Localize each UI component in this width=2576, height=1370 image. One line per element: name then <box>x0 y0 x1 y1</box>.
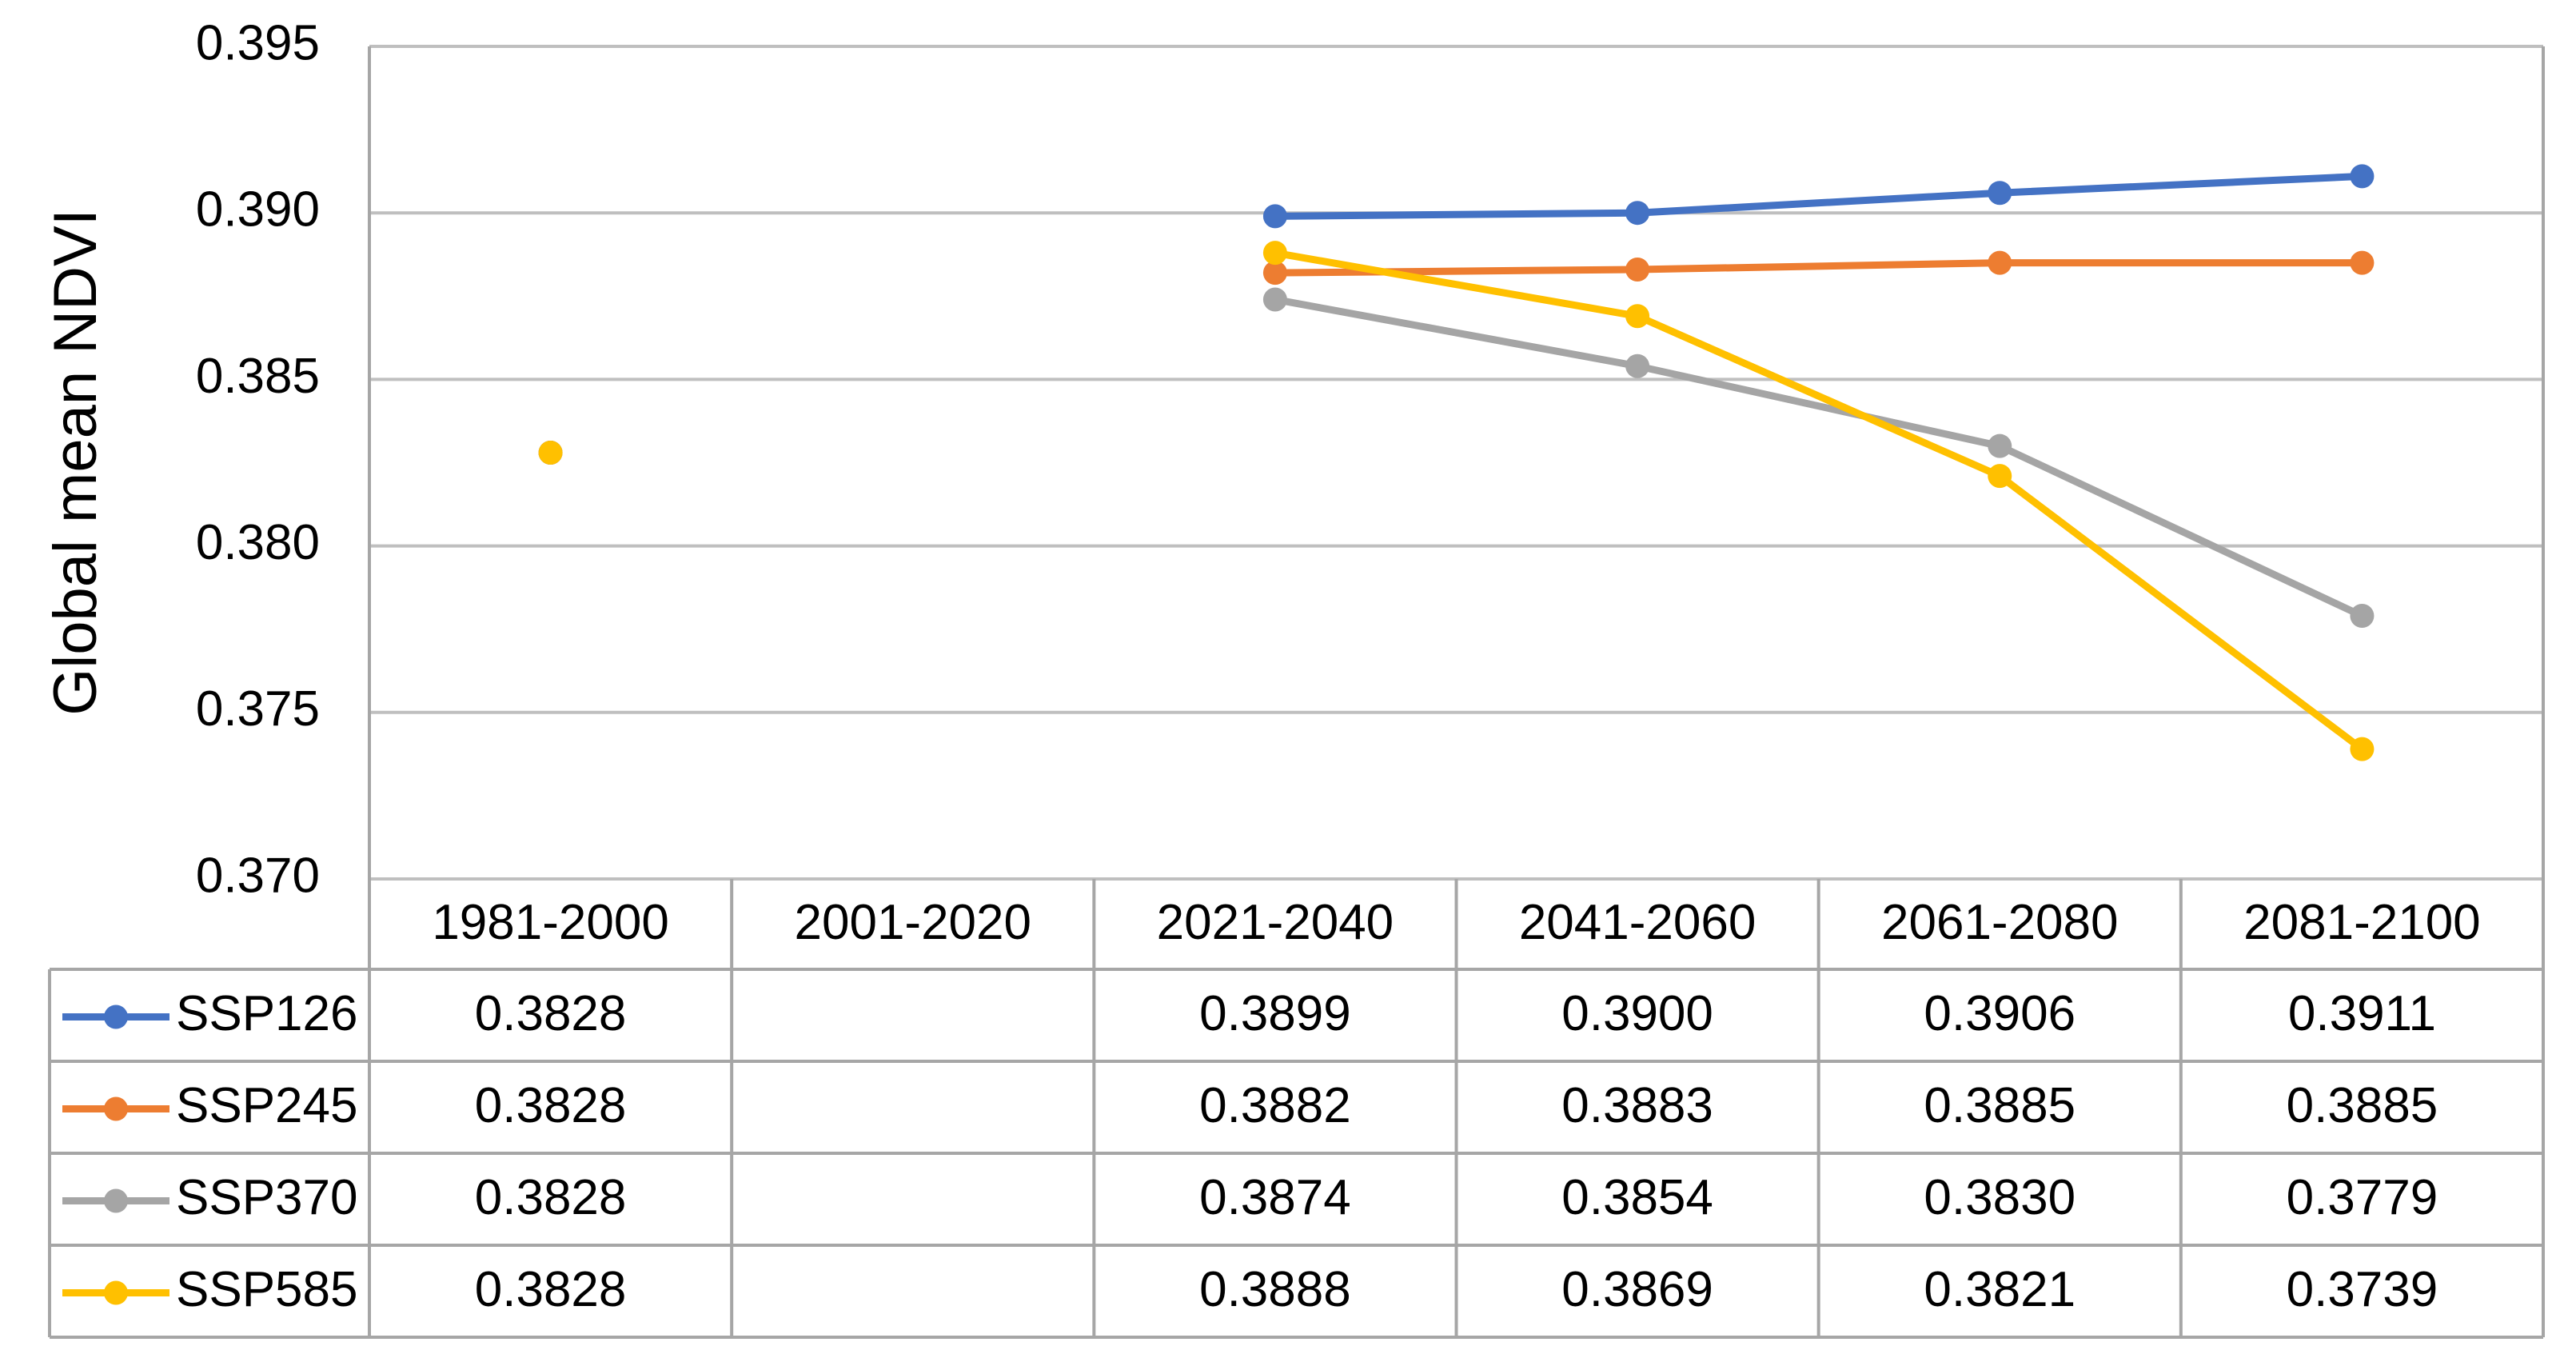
y-tick-label: 0.375 <box>196 681 320 737</box>
x-tick-label: 2001-2020 <box>795 895 1032 950</box>
data-point <box>2350 164 2375 189</box>
legend-label: SSP585 <box>176 1262 358 1317</box>
table-value: 0.3906 <box>1924 986 2076 1041</box>
table-value: 0.3854 <box>1561 1170 1713 1225</box>
data-point <box>2350 250 2375 275</box>
x-tick-label: 2061-2080 <box>1881 895 2119 950</box>
data-point <box>1625 201 1650 226</box>
series-line <box>1274 172 2363 220</box>
data-point <box>1988 250 2012 275</box>
table-value: 0.3828 <box>475 1078 627 1133</box>
legend-key-marker <box>104 1096 128 1121</box>
legend-key-marker <box>104 1280 128 1305</box>
x-tick-label: 2041-2060 <box>1519 895 1757 950</box>
x-tick-label: 1981-2000 <box>432 895 669 950</box>
series-line <box>1274 249 2365 753</box>
legend-label: SSP245 <box>176 1078 358 1133</box>
y-tick-label: 0.390 <box>196 182 320 238</box>
data-point <box>1262 261 1287 286</box>
data-point <box>2350 604 2375 629</box>
table-value: 0.3885 <box>1924 1078 2076 1133</box>
table-value: 0.3828 <box>475 986 627 1041</box>
table-value: 0.3883 <box>1561 1078 1713 1133</box>
series-line <box>1274 296 2364 620</box>
table-value: 0.3888 <box>1199 1262 1351 1317</box>
data-point <box>1988 464 2012 489</box>
table-value: 0.3828 <box>475 1262 627 1317</box>
table-value: 0.3911 <box>2288 986 2436 1041</box>
y-tick-label: 0.380 <box>196 515 320 570</box>
data-point <box>1262 241 1287 266</box>
table-value: 0.3899 <box>1199 986 1351 1041</box>
table-value: 0.3885 <box>2287 1078 2438 1133</box>
table-value: 0.3779 <box>2287 1170 2438 1225</box>
data-point <box>538 441 563 465</box>
y-tick-label: 0.385 <box>196 349 320 404</box>
data-point <box>2350 737 2375 761</box>
series-line <box>1274 259 2363 277</box>
table-value: 0.3739 <box>2287 1262 2438 1317</box>
table-value: 0.3874 <box>1199 1170 1351 1225</box>
data-point <box>1262 287 1287 312</box>
data-point <box>1625 304 1650 329</box>
y-axis-label: Global mean NDVI <box>42 209 110 716</box>
data-point <box>1988 181 2012 206</box>
x-tick-label: 2081-2100 <box>2243 895 2481 950</box>
y-tick-label: 0.370 <box>196 848 320 903</box>
legend-key-marker <box>104 1188 128 1213</box>
table-value: 0.3900 <box>1561 986 1713 1041</box>
data-point <box>1625 353 1650 378</box>
data-point <box>1262 204 1287 229</box>
data-point <box>1988 433 2012 458</box>
legend-key-marker <box>104 1005 128 1029</box>
table-value: 0.3828 <box>475 1170 627 1225</box>
data-point <box>1625 257 1650 282</box>
legend-label: SSP126 <box>176 986 358 1041</box>
table-value: 0.3830 <box>1924 1170 2076 1225</box>
table-value: 0.3882 <box>1199 1078 1351 1133</box>
table-value: 0.3869 <box>1561 1262 1713 1317</box>
table-value: 0.3821 <box>1924 1262 2076 1317</box>
legend-label: SSP370 <box>176 1170 358 1225</box>
y-tick-label: 0.395 <box>196 15 320 70</box>
x-tick-label: 2021-2040 <box>1157 895 1394 950</box>
